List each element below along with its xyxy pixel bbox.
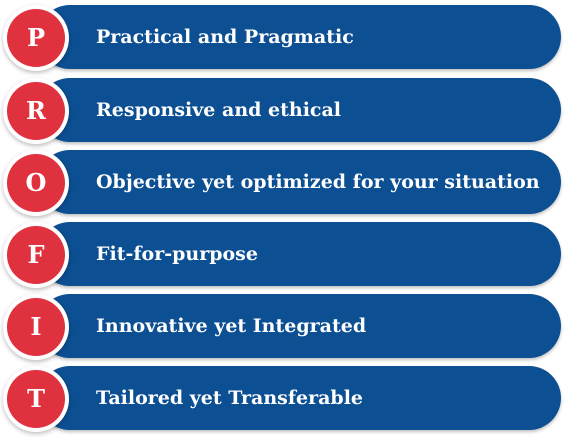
acronym-row-t: Tailored yet Transferable T bbox=[0, 366, 566, 432]
acronym-row-f: Fit-for-purpose F bbox=[0, 222, 566, 288]
item-text: Innovative yet Integrated bbox=[96, 315, 367, 337]
item-text: Responsive and ethical bbox=[96, 99, 342, 121]
item-bar bbox=[38, 5, 561, 69]
acronym-row-p: Practical and Pragmatic P bbox=[0, 5, 566, 71]
item-bar bbox=[38, 222, 561, 286]
letter-badge: P bbox=[7, 9, 65, 67]
item-bar bbox=[38, 150, 561, 214]
letter-badge-ring: F bbox=[3, 222, 69, 288]
letter-badge: I bbox=[7, 298, 65, 356]
item-text: Tailored yet Transferable bbox=[96, 387, 364, 409]
letter-badge-ring: T bbox=[3, 366, 69, 432]
letter-badge-ring: R bbox=[3, 78, 69, 144]
item-bar bbox=[38, 78, 561, 142]
acronym-row-o: Objective yet optimized for your situati… bbox=[0, 150, 566, 216]
item-bar bbox=[38, 294, 561, 358]
item-text: Practical and Pragmatic bbox=[96, 26, 354, 48]
item-text: Fit-for-purpose bbox=[96, 243, 258, 265]
letter-badge-ring: P bbox=[3, 5, 69, 71]
acronym-row-r: Responsive and ethical R bbox=[0, 78, 566, 144]
letter-badge-ring: I bbox=[3, 294, 69, 360]
letter-badge: R bbox=[7, 82, 65, 140]
letter-badge: O bbox=[7, 154, 65, 212]
letter-badge: T bbox=[7, 370, 65, 428]
item-text: Objective yet optimized for your situati… bbox=[96, 171, 540, 193]
item-bar bbox=[38, 366, 561, 430]
letter-badge-ring: O bbox=[3, 150, 69, 216]
letter-badge: F bbox=[7, 226, 65, 284]
acronym-row-i: Innovative yet Integrated I bbox=[0, 294, 566, 360]
